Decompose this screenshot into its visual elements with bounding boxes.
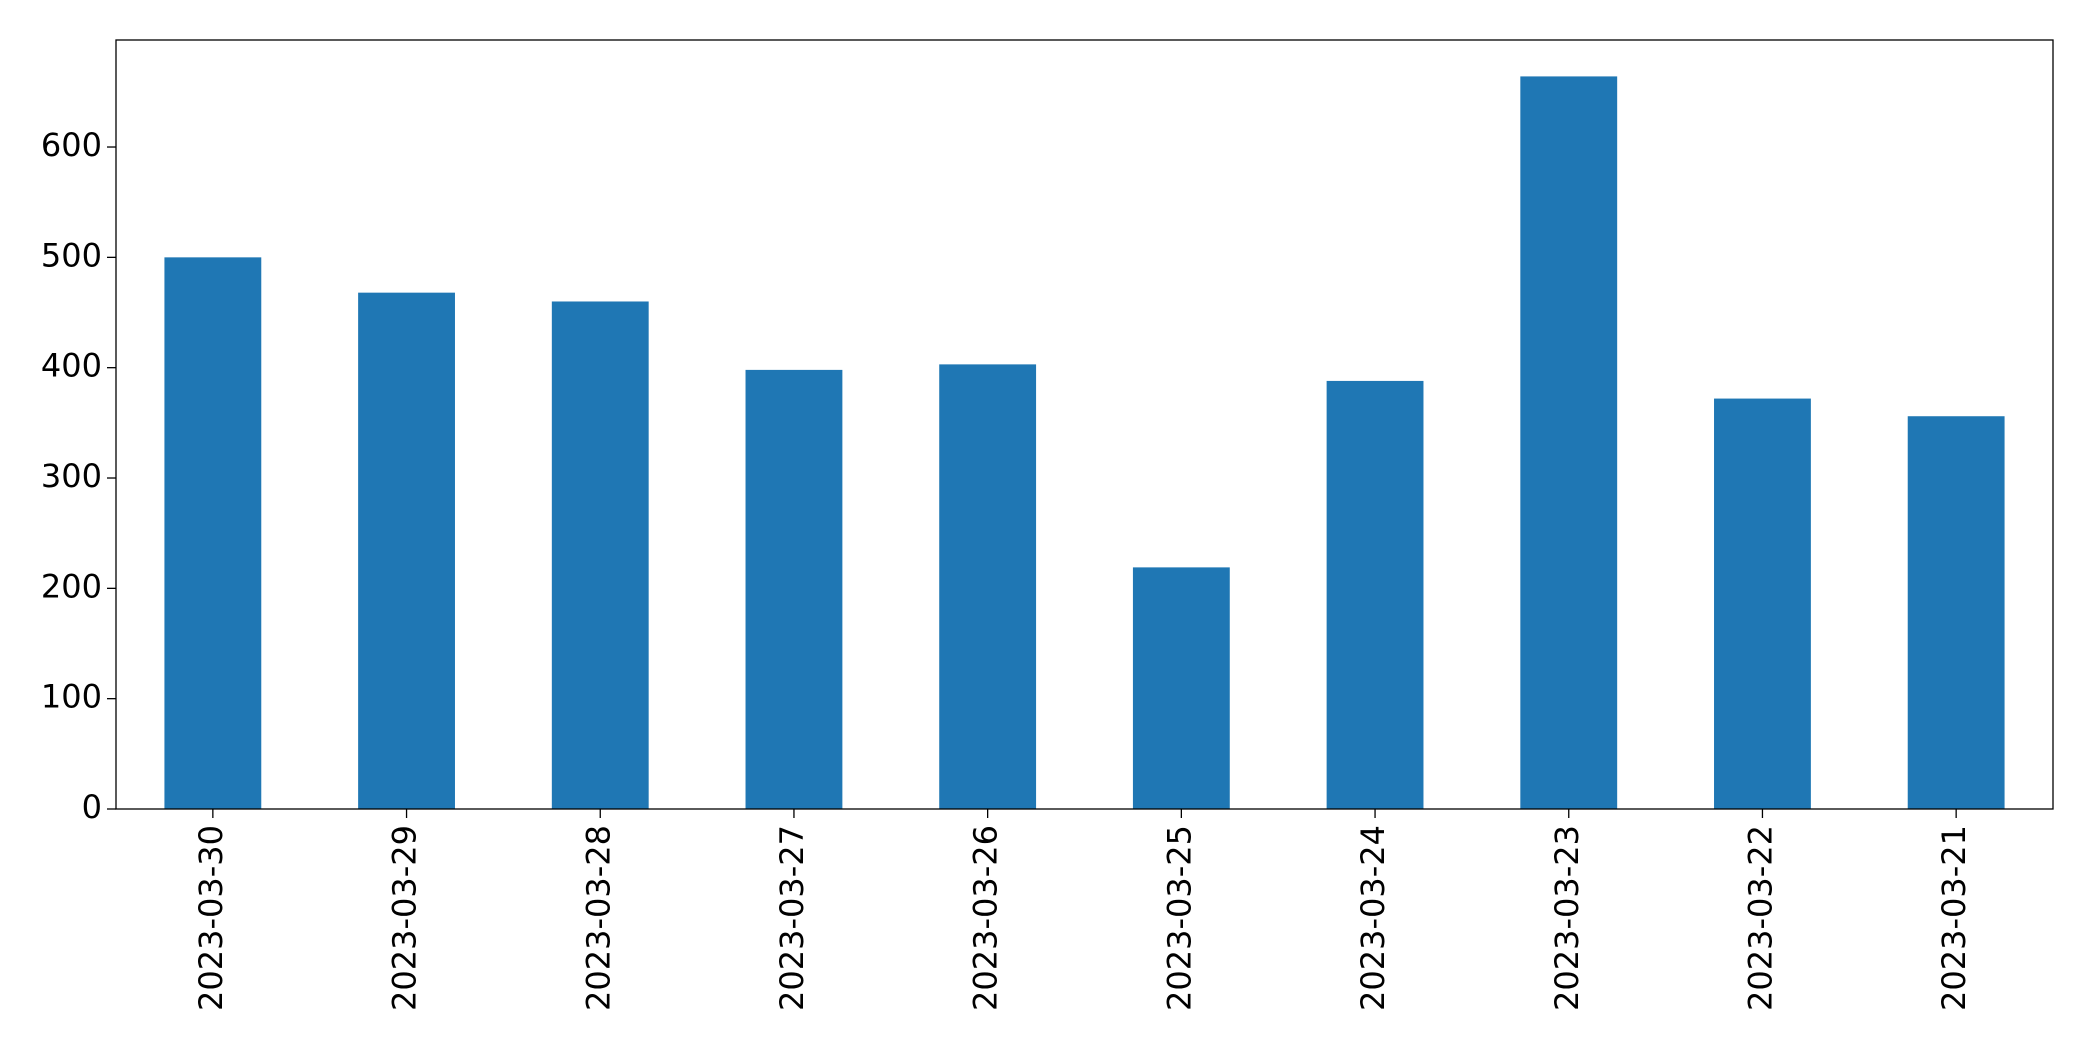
y-tick-label: 0	[82, 788, 102, 826]
y-tick-label: 400	[41, 347, 102, 385]
bar	[1714, 398, 1811, 809]
plot-frame	[115, 39, 2054, 810]
bar	[358, 292, 455, 810]
y-tick-label: 200	[41, 567, 102, 605]
bar	[939, 364, 1037, 809]
bar	[551, 301, 649, 809]
x-tick-label: 2023-03-25	[1160, 825, 1198, 1011]
x-tick-label: 2023-03-21	[1935, 825, 1973, 1011]
bar	[1132, 567, 1230, 809]
bar	[164, 257, 262, 809]
y-tick-label: 300	[41, 457, 102, 495]
bar	[1326, 380, 1424, 809]
x-tick-label: 2023-03-22	[1741, 825, 1779, 1011]
x-tick-label: 2023-03-28	[579, 825, 617, 1011]
bar	[745, 369, 843, 809]
y-tick-label: 100	[41, 678, 102, 716]
x-tick-label: 2023-03-30	[192, 825, 230, 1011]
x-tick-label: 2023-03-29	[386, 825, 424, 1011]
x-tick-label: 2023-03-27	[773, 825, 811, 1011]
x-tick-label: 2023-03-26	[967, 825, 1005, 1011]
x-tick-label: 2023-03-23	[1548, 825, 1586, 1011]
x-tick-label: 2023-03-24	[1354, 825, 1392, 1011]
y-tick-label: 600	[41, 126, 102, 164]
bar	[1907, 416, 2005, 809]
bar	[1520, 76, 1618, 810]
y-tick-label: 500	[41, 236, 102, 274]
